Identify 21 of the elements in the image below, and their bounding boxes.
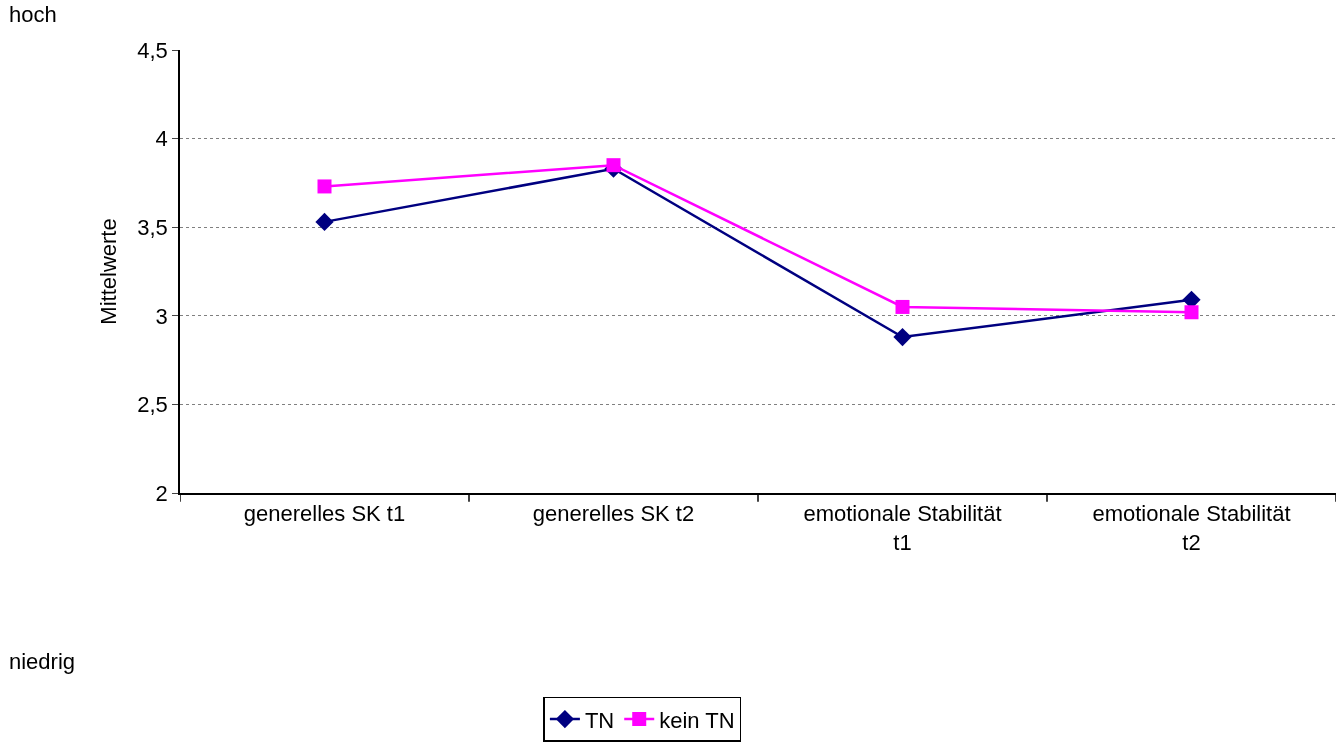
x-tick-label: emotionale Stabilität t1	[803, 501, 1002, 555]
y-tick-label: 4,5	[137, 37, 168, 63]
y-tick-label: 2	[155, 480, 168, 506]
x-tick-label: generelles SK t2	[532, 501, 695, 527]
point	[606, 158, 621, 173]
legend-label: kein TN	[659, 707, 735, 733]
point	[315, 212, 334, 231]
y-axis-title: Mittelwerte	[95, 218, 121, 325]
text: niedrig	[9, 649, 76, 674]
x-tick-label: emotionale Stabilität t2	[1092, 501, 1291, 555]
text: hoch	[9, 2, 57, 27]
legend-label: TN	[584, 707, 615, 733]
point	[317, 179, 332, 194]
point	[1184, 305, 1199, 320]
point	[895, 299, 910, 314]
point	[893, 327, 912, 347]
y-tick-label: 3	[155, 303, 168, 329]
x-tick-label: generelles SK t1	[243, 501, 406, 527]
y-tick-label: 2,5	[137, 392, 168, 418]
y-tick-label: 3,5	[137, 214, 168, 240]
y-tick-label: 4	[155, 126, 168, 152]
